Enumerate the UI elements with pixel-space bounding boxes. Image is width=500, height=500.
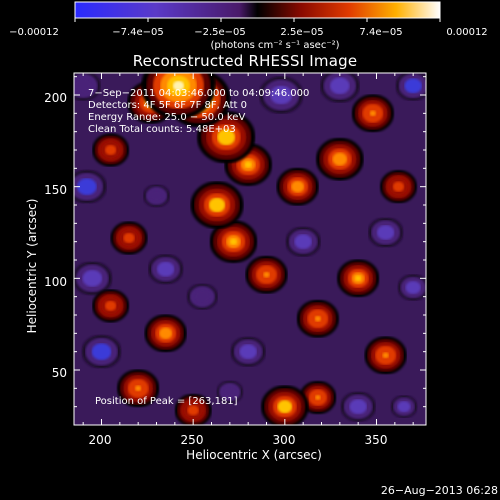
emission-source xyxy=(110,221,148,255)
emission-source xyxy=(190,181,244,229)
emission-source xyxy=(351,94,395,133)
detectors-text: Detectors: 4F 5F 6F 7F 8F, Att 0 xyxy=(88,100,248,111)
colorbar-tick-label: −7.4e−05 xyxy=(112,27,164,38)
x-tick-label: 350 xyxy=(364,433,388,447)
negative-residual xyxy=(186,283,218,310)
emission-source xyxy=(245,255,288,294)
colorbar-gradient xyxy=(74,1,441,19)
y-tick-label: 200 xyxy=(44,91,67,105)
time-range-text: 7−Sep−2011 04:03:46.000 to 04:09:46.000 xyxy=(88,88,310,99)
negative-residual xyxy=(368,217,404,248)
colorbar-tick-label: 0.00012 xyxy=(446,27,488,38)
colorbar-ticks xyxy=(74,18,441,22)
negative-residual xyxy=(397,274,426,301)
y-tick-label: 50 xyxy=(51,366,67,380)
negative-residual xyxy=(230,336,266,367)
colorbar-tick-label: 7.4e−05 xyxy=(359,27,403,38)
emission-source xyxy=(141,73,216,120)
image-sources xyxy=(74,73,426,425)
emission-source xyxy=(116,369,160,408)
negative-residual xyxy=(259,76,304,114)
y-tick-label: 150 xyxy=(44,183,67,197)
emission-source xyxy=(276,167,319,206)
emission-source xyxy=(260,385,309,425)
plot-frame xyxy=(73,72,427,426)
negative-residual xyxy=(81,334,122,369)
emission-source xyxy=(92,289,130,323)
emission-source xyxy=(209,220,258,264)
emission-source xyxy=(379,169,418,204)
negative-residual xyxy=(148,254,184,285)
chart-title: Reconstructed RHESSI Image xyxy=(132,52,358,70)
emission-source xyxy=(336,259,380,298)
footer-date: 26−Aug−2013 06:28 xyxy=(380,484,498,497)
colorbar-tick-label: −2.5e−05 xyxy=(194,27,246,38)
negative-residual xyxy=(340,391,376,422)
axis-ticks xyxy=(74,73,426,425)
negative-residual xyxy=(285,226,321,257)
y-tick-label: 100 xyxy=(44,275,67,289)
colorbar-units-label: (photons cm⁻² s⁻¹ asec⁻²) xyxy=(210,40,340,51)
y-axis-title: Heliocentric Y (arcsec) xyxy=(25,198,39,334)
emission-source xyxy=(364,336,407,375)
clean-counts-text: Clean Total counts: 5.48E+03 xyxy=(88,124,236,135)
energy-range-text: Energy Range: 25.0 − 50.0 keV xyxy=(88,112,246,123)
negative-residual xyxy=(216,380,244,404)
x-tick-label: 300 xyxy=(272,433,296,447)
emission-source xyxy=(144,314,187,353)
colorbar-tick-label: 2.5e−05 xyxy=(280,27,324,38)
negative-residual xyxy=(74,169,107,204)
negative-residual xyxy=(320,73,360,103)
negative-residual xyxy=(395,73,426,101)
x-axis-title: Heliocentric X (arcsec) xyxy=(186,448,322,462)
emission-source xyxy=(174,393,212,425)
x-tick-label: 250 xyxy=(180,433,204,447)
negative-residual xyxy=(74,261,113,296)
colorbar-tick-label: −0.00012 xyxy=(9,27,59,38)
emission-source xyxy=(296,299,340,338)
negative-residual xyxy=(74,73,101,101)
negative-residual xyxy=(143,184,170,208)
colorbar xyxy=(74,1,441,22)
negative-residual xyxy=(390,395,418,418)
emission-source xyxy=(92,133,130,167)
emission-source xyxy=(315,137,364,181)
x-tick-label: 200 xyxy=(88,433,112,447)
peak-position-text: Position of Peak = [263,181] xyxy=(95,396,238,407)
